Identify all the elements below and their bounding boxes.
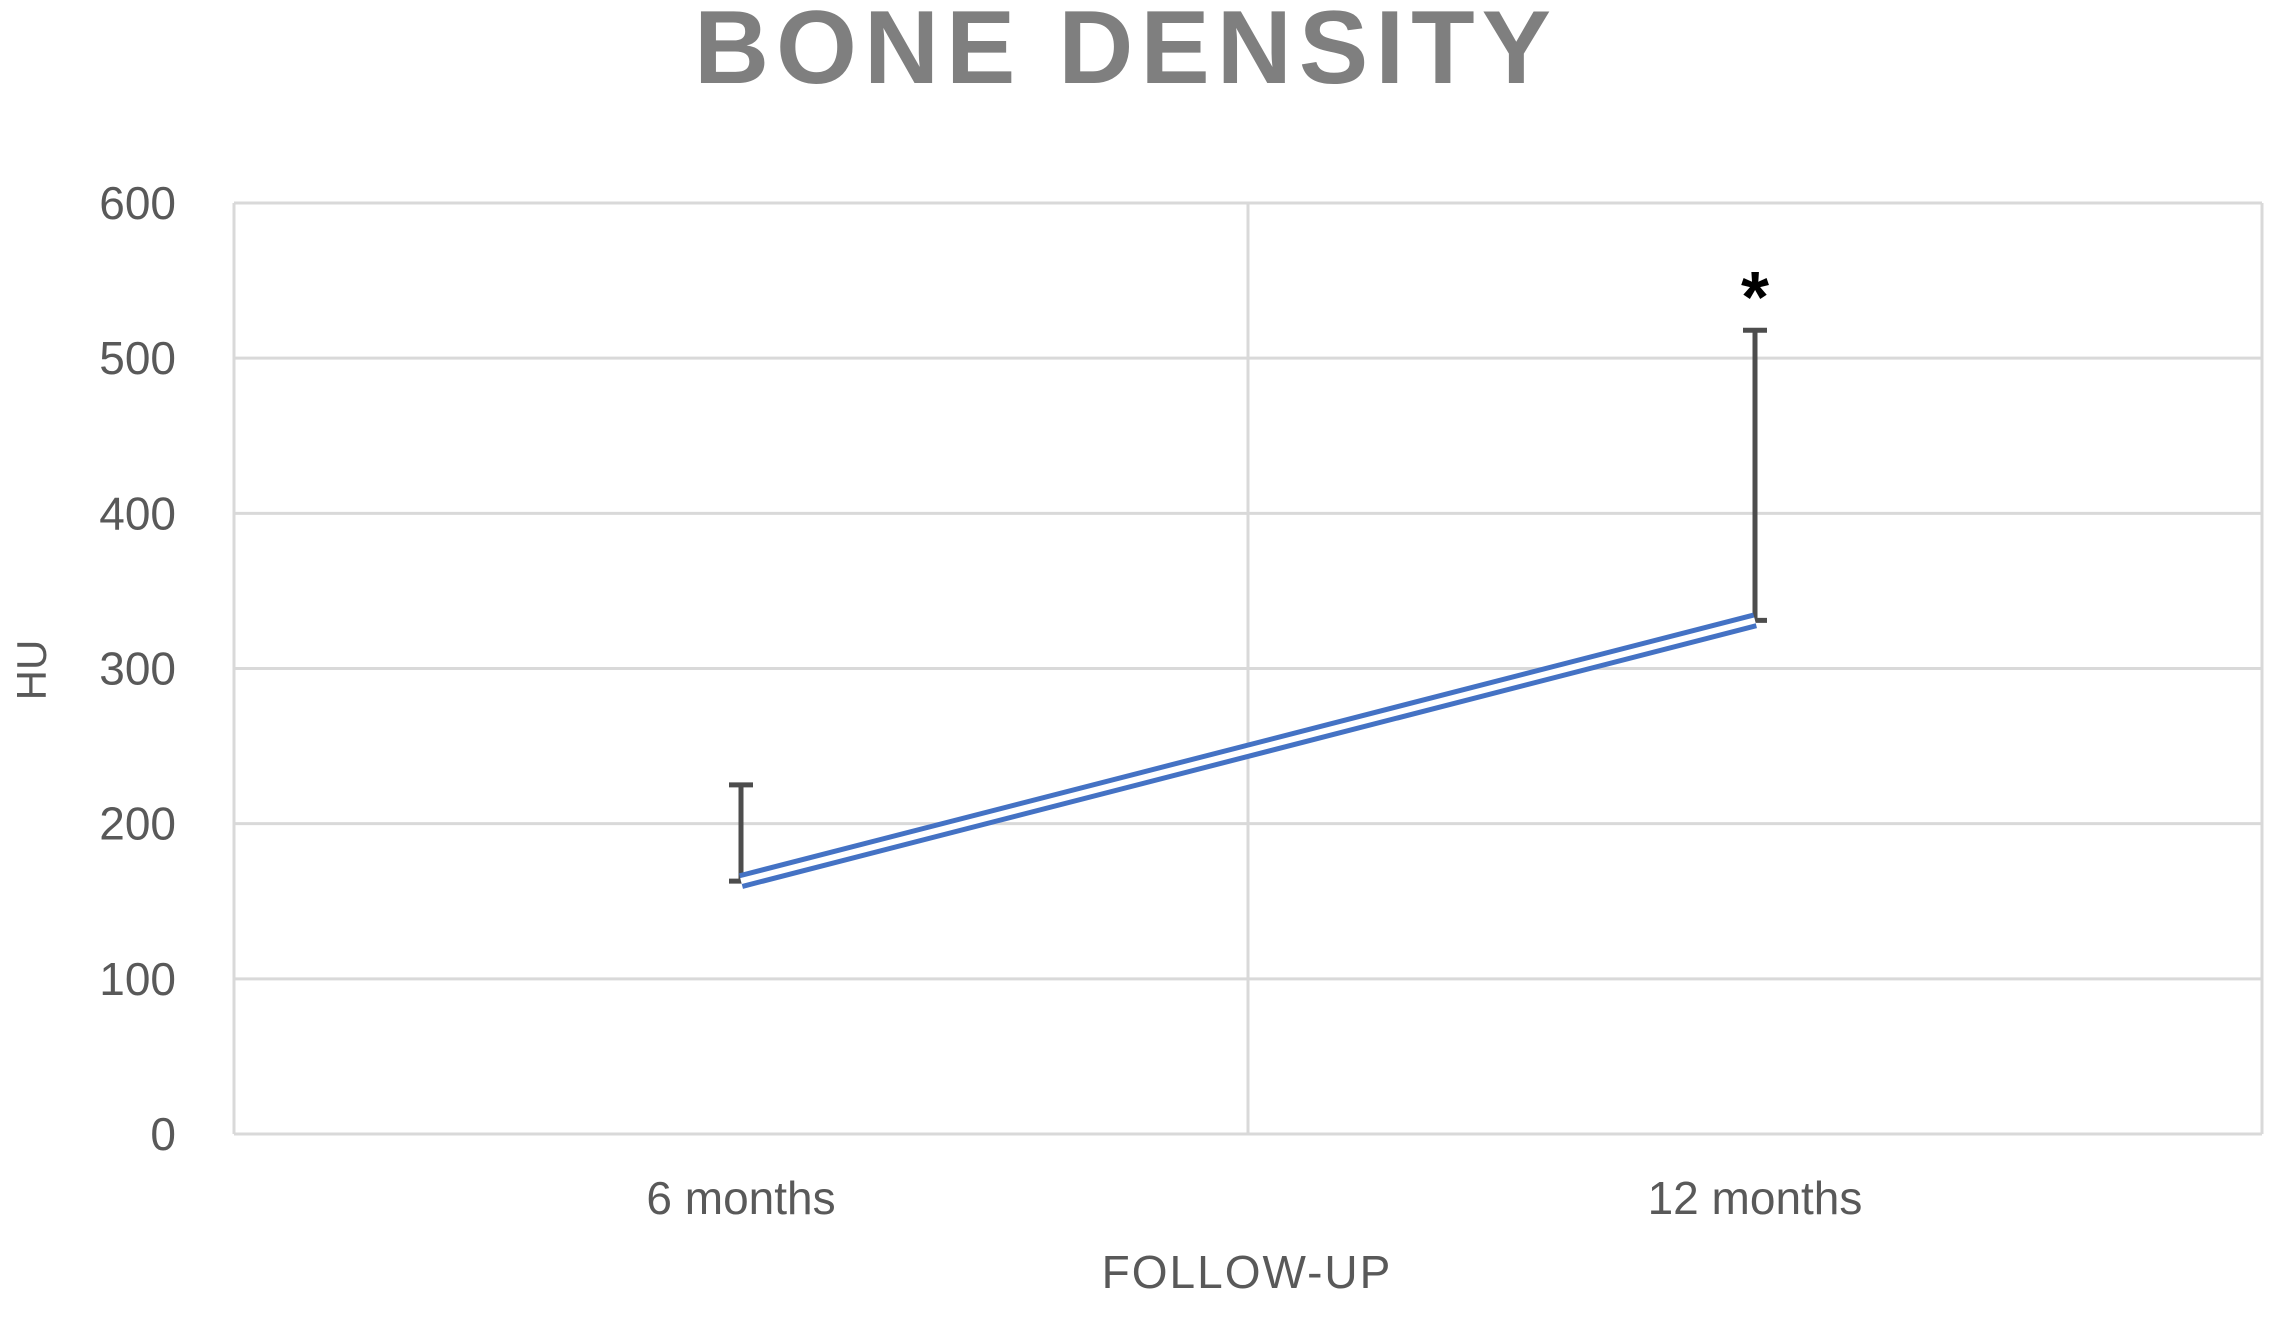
y-tick-label: 500: [99, 332, 176, 384]
annotations: *: [1741, 258, 1769, 338]
series-lines: [739, 612, 1757, 889]
series-line-inner: [740, 617, 1756, 884]
x-axis-ticks: 6 months 12 months: [646, 1172, 1862, 1224]
chart-title: BONE DENSITY: [694, 0, 1558, 106]
y-tick-label: 400: [99, 487, 176, 539]
x-tick-label: 6 months: [646, 1172, 835, 1224]
y-axis-ticks: 0 100 200 300 400 500 600: [99, 177, 176, 1160]
x-tick-label: 12 months: [1648, 1172, 1863, 1224]
significance-marker: *: [1741, 258, 1769, 338]
x-axis-label: FOLLOW-UP: [1102, 1246, 1393, 1298]
y-tick-label: 100: [99, 953, 176, 1005]
y-tick-label: 200: [99, 798, 176, 850]
plot-area: [232, 201, 2264, 1136]
y-axis-label: HU: [8, 640, 55, 701]
y-tick-label: 600: [99, 177, 176, 229]
y-tick-label: 300: [99, 643, 176, 695]
y-tick-label: 0: [150, 1108, 176, 1160]
